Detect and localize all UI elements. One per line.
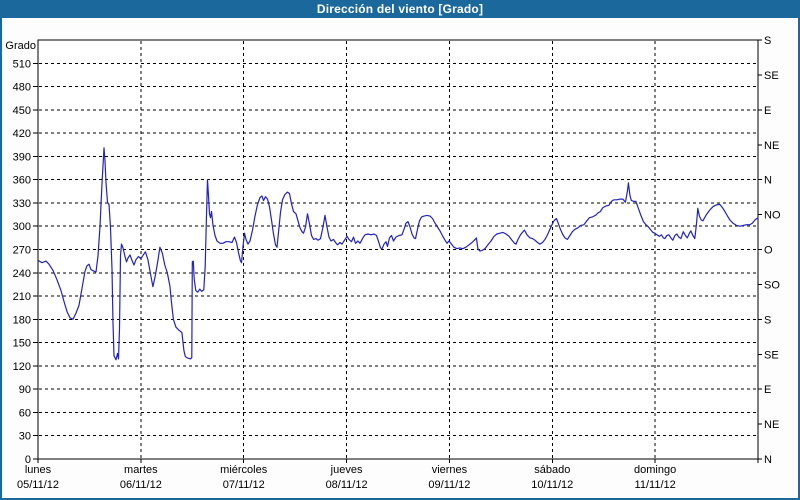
- title-bar: Dirección del viento [Grado]: [2, 2, 798, 18]
- y-tick-label: 510: [13, 58, 31, 70]
- day-label: sábado: [534, 464, 570, 476]
- compass-tick-label: NE: [764, 140, 779, 152]
- plot-area: [37, 39, 759, 460]
- compass-tick-label: N: [764, 454, 772, 466]
- y-tick-label: 270: [13, 245, 31, 257]
- date-label: 08/11/12: [326, 479, 368, 491]
- y-tick-label: 390: [13, 151, 31, 163]
- y-tick-label: 120: [13, 361, 31, 373]
- y-tick-label: 330: [13, 198, 31, 210]
- day-label: domingo: [634, 464, 676, 476]
- compass-tick-label: SE: [764, 70, 779, 82]
- y-tick-label: 210: [13, 291, 31, 303]
- y-tick-label: 0: [25, 454, 31, 466]
- day-label: lunes: [25, 464, 52, 476]
- y-tick-label: 360: [13, 175, 31, 187]
- compass-tick-label: E: [764, 105, 771, 117]
- y-tick-label: 420: [13, 128, 31, 140]
- y-tick-label: 300: [13, 221, 31, 233]
- date-label: 06/11/12: [120, 479, 162, 491]
- compass-tick-label: E: [764, 384, 771, 396]
- compass-tick-label: SO: [764, 279, 780, 291]
- chart-title: Dirección del viento [Grado]: [316, 2, 484, 16]
- compass-tick-label: NO: [764, 210, 781, 222]
- y-axis-title: Grado: [5, 40, 36, 52]
- date-label: 07/11/12: [223, 479, 265, 491]
- day-label: viernes: [432, 464, 468, 476]
- compass-tick-label: S: [764, 314, 771, 326]
- date-label: 10/11/12: [531, 479, 573, 491]
- date-label: 05/11/12: [17, 479, 59, 491]
- y-tick-label: 180: [13, 314, 31, 326]
- compass-tick-label: NE: [764, 419, 779, 431]
- day-label: miércoles: [220, 464, 268, 476]
- y-tick-label: 90: [19, 384, 31, 396]
- day-label: jueves: [330, 464, 363, 476]
- day-label: martes: [124, 464, 158, 476]
- y-tick-label: 30: [19, 431, 31, 443]
- date-label: 11/11/12: [635, 479, 676, 491]
- compass-tick-label: SE: [764, 349, 779, 361]
- y-tick-label: 150: [13, 338, 31, 350]
- y-tick-label: 450: [13, 105, 31, 117]
- y-tick-label: 240: [13, 268, 31, 280]
- compass-tick-label: S: [764, 35, 771, 47]
- compass-tick-label: N: [764, 175, 772, 187]
- y-tick-label: 60: [19, 407, 31, 419]
- date-label: 09/11/12: [428, 479, 470, 491]
- wind-direction-line: [37, 147, 759, 361]
- compass-tick-label: O: [764, 245, 773, 257]
- y-tick-label: 480: [13, 82, 31, 94]
